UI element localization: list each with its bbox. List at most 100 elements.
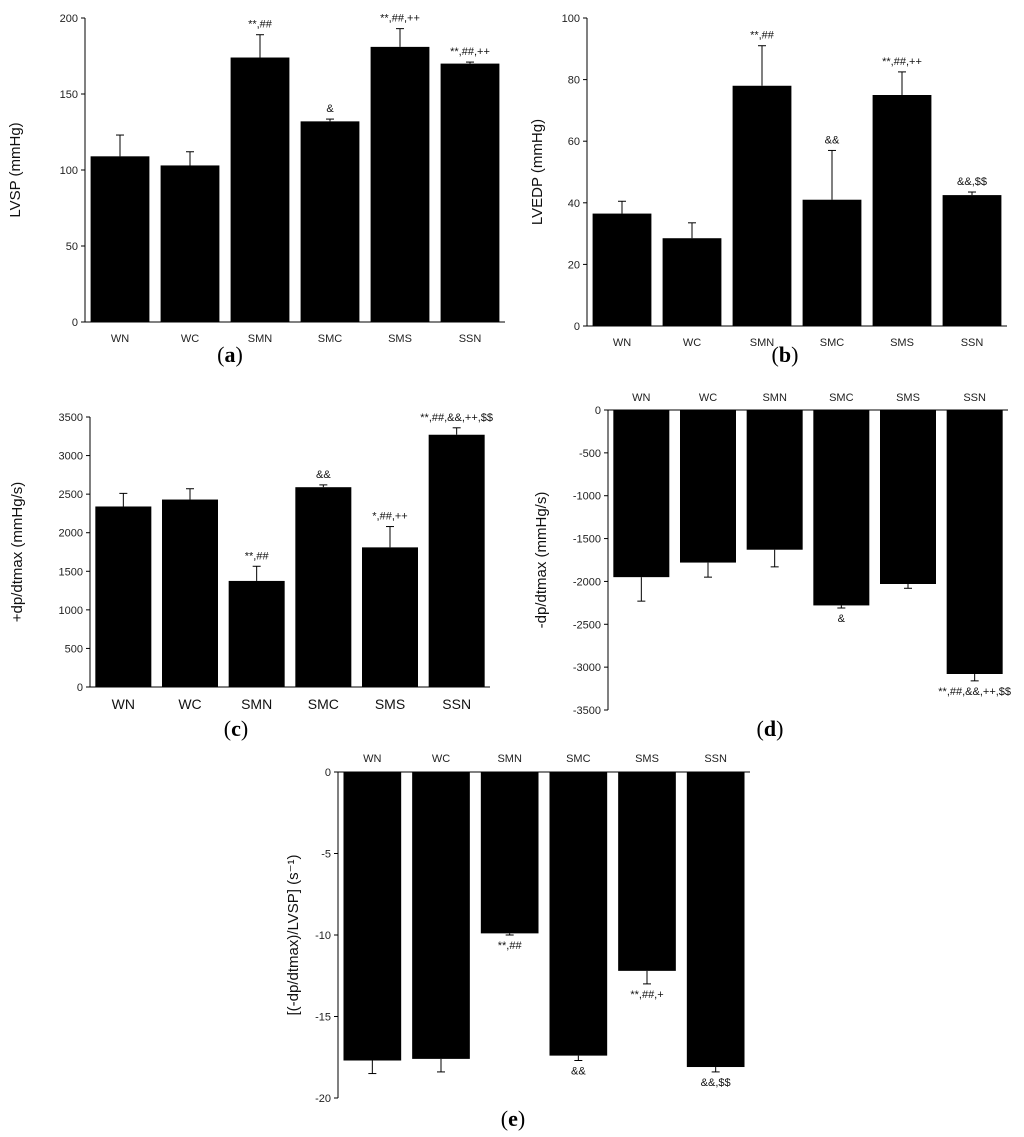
bar-wc [160,165,220,322]
x-tick-label: WN [363,753,381,765]
x-tick-label: SMN [497,753,522,765]
bar-wn [95,506,152,687]
x-tick-label: WC [432,753,450,765]
x-tick-label: SSN [963,392,986,404]
significance-label: && [316,469,331,481]
x-tick-label: SMN [241,696,272,712]
plot-area: 0 -5 -10 -15 -20 [(-dp/dtmax)/LVSP] (s⁻¹) WN WC… [285,753,750,1105]
y-tick-label: 0 [574,321,580,333]
x-tick-label: WC [683,337,701,349]
bar-wn [613,410,670,578]
bar-smn [228,580,285,687]
bar-sms [370,46,430,322]
x-tick-label: WN [111,333,129,345]
y-tick-label: -2000 [573,576,601,588]
x-tick-label: WN [613,337,631,349]
x-tick-label: SSN [961,337,984,349]
x-tick-label: WN [112,696,135,712]
x-tick-label: SMS [375,696,405,712]
bar-wn [592,213,652,326]
x-tick-label: SMN [750,337,775,349]
x-tick-label: SSN [704,753,727,765]
significance-label: **,## [498,940,523,952]
bar-wc [680,410,736,563]
panel-label: (a) [217,342,243,367]
significance-label: **,##,++ [450,46,490,58]
bar-ssn [440,63,500,322]
significance-label: **,## [245,550,270,562]
y-tick-label: 20 [568,259,580,271]
y-tick-label: 200 [60,13,78,25]
bar-smc [802,199,862,326]
y-tick-label: 1500 [59,566,83,578]
x-tick-label: SMN [248,333,273,345]
y-tick-label: -10 [315,930,331,942]
bar-ssn [946,410,1003,674]
y-tick-label: 2000 [59,528,83,540]
bar-wn [343,772,402,1061]
significance-label: **,##,++ [380,13,420,25]
y-tick-label: -1000 [573,491,601,503]
y-axis-label: [(-dp/dtmax)/LVSP] (s⁻¹) [285,854,302,1015]
plot-area: 0 50 100 150 200 LVSP (mmHg) WN WC **,## SMN & SMC *… [7,13,505,345]
panel-label: (b) [772,342,799,367]
bar-smn [230,57,290,323]
y-tick-label: -3500 [573,705,601,717]
x-tick-label: WC [181,333,199,345]
bar-sms [362,547,418,687]
y-tick-label: 500 [65,643,83,655]
y-tick-label: 2500 [59,489,83,501]
significance-label: && [825,134,840,146]
plot-area: 0 500 1000 1500 2000 2500 3000 3500 +dp/dtmax (m… [9,412,493,712]
x-tick-label: SMC [318,333,343,345]
bar-wc [412,772,470,1059]
significance-label: *,##,++ [372,511,407,523]
y-tick-label: 0 [595,405,601,417]
bar-sms [618,772,676,971]
x-tick-label: WC [178,696,201,712]
y-tick-label: 0 [72,317,78,329]
y-tick-label: -15 [315,1012,331,1024]
bar-sms [880,410,936,584]
x-tick-label: SMC [566,753,591,765]
significance-label: &&,$$ [701,1077,731,1089]
y-tick-label: 100 [60,165,78,177]
significance-label: **,##,++ [882,56,922,68]
bar-ssn [428,434,485,687]
bar-smc [300,121,360,322]
x-tick-label: SMC [308,696,339,712]
significance-label: & [838,613,846,625]
y-axis-label: LVEDP (mmHg) [529,119,546,225]
y-tick-label: -3000 [573,662,601,674]
significance-label: **,##,+ [630,989,663,1001]
bar-smn [732,85,792,326]
bar-smn [480,772,539,934]
bar-smc [813,410,870,606]
plot-area: 0 20 40 60 80 100 LVEDP (mmHg) WN WC **,## SMN && SM… [529,13,1007,349]
significance-label: **,## [248,19,273,31]
y-tick-label: -5 [321,849,331,861]
x-tick-label: WC [699,392,717,404]
y-tick-label: 150 [60,89,78,101]
panel-label: (d) [757,716,784,741]
y-tick-label: 40 [568,198,580,210]
chart-panel-b: 0 20 40 60 80 100 LVEDP (mmHg) WN WC **,## SMN && SM… [529,13,1007,367]
x-tick-label: SMS [896,392,920,404]
x-tick-label: WN [632,392,650,404]
bar-ssn [686,772,745,1068]
x-tick-label: SMC [829,392,854,404]
y-tick-label: -20 [315,1093,331,1105]
y-axis-label: -dp/dtmax (mmHg/s) [533,492,550,629]
y-tick-label: -2500 [573,619,601,631]
chart-panel-d: 0 -500 -1000 -1500 -2000 -2500 -3000 -3500 -dp/d… [533,392,1011,741]
x-tick-label: SMC [820,337,845,349]
y-tick-label: 3000 [59,451,83,463]
bar-smc [295,487,352,687]
chart-panel-a: 0 50 100 150 200 LVSP (mmHg) WN WC **,## SMN & SMC *… [7,13,505,367]
plot-area: 0 -500 -1000 -1500 -2000 -2500 -3000 -3500 -dp/d… [533,392,1011,717]
x-tick-label: SMS [635,753,659,765]
panel-label: (c) [224,716,248,741]
bar-wc [162,499,218,687]
y-tick-label: -1500 [573,534,601,546]
x-tick-label: SSN [442,696,471,712]
